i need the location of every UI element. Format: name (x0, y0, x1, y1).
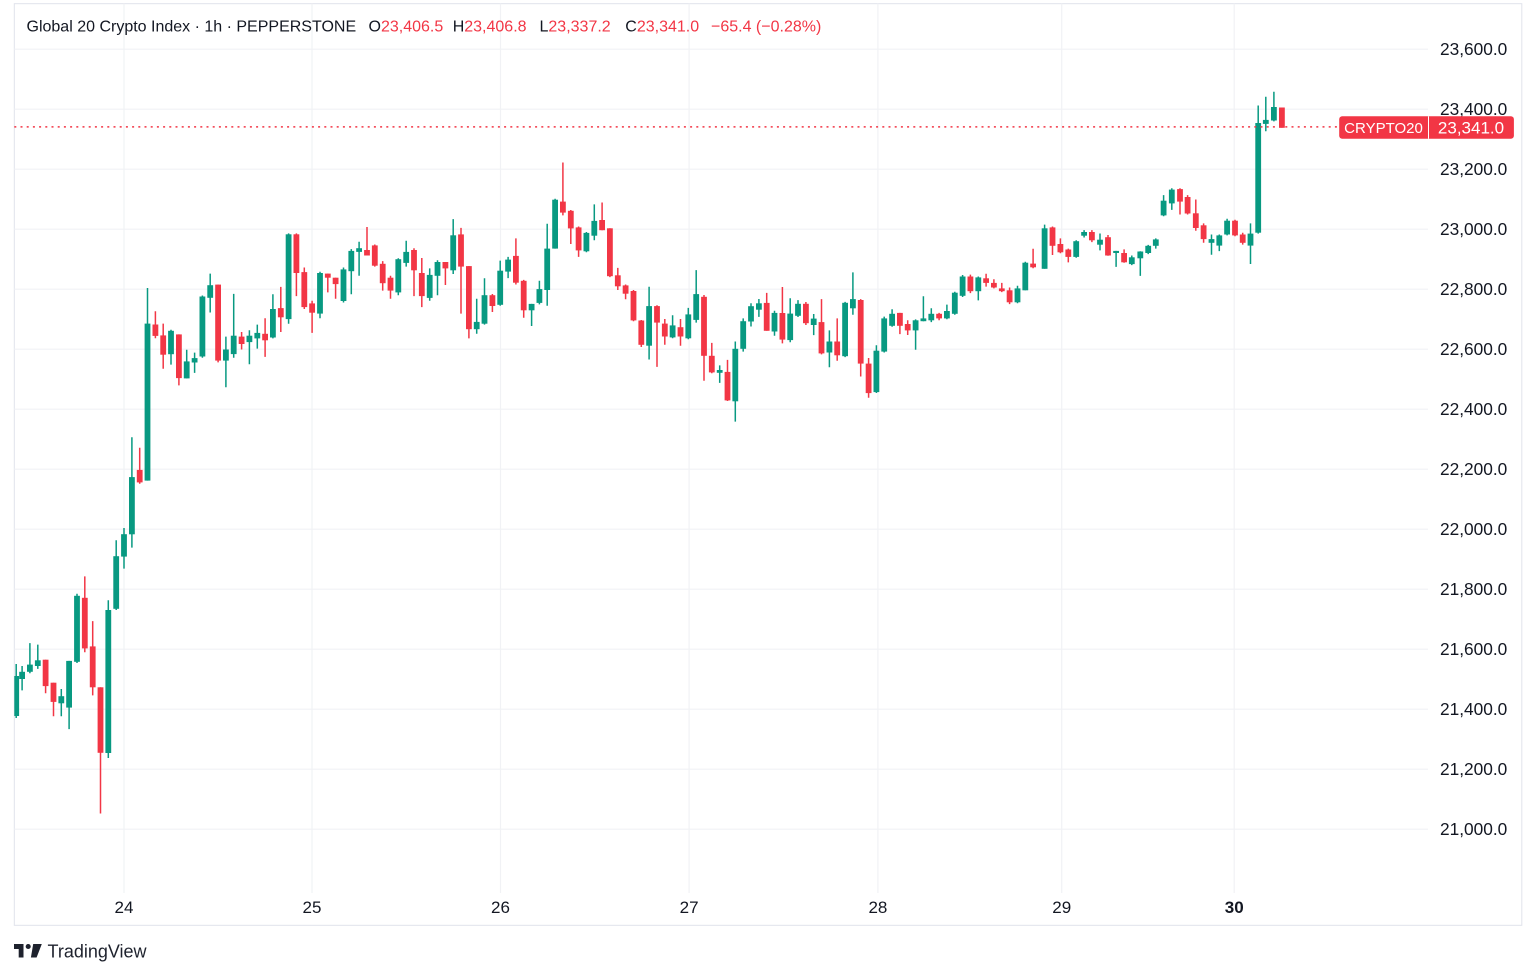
svg-text:23,200.0: 23,200.0 (1440, 159, 1507, 179)
svg-text:23,000.0: 23,000.0 (1440, 219, 1507, 239)
svg-text:29: 29 (1052, 898, 1071, 917)
svg-text:CRYPTO20: CRYPTO20 (1344, 120, 1423, 137)
svg-text:22,800.0: 22,800.0 (1440, 279, 1507, 299)
svg-text:TradingView: TradingView (48, 941, 148, 961)
svg-text:22,400.0: 22,400.0 (1440, 399, 1507, 419)
svg-text:28: 28 (868, 898, 887, 917)
svg-text:23,400.0: 23,400.0 (1440, 99, 1507, 119)
svg-text:26: 26 (491, 898, 510, 917)
svg-text:22,600.0: 22,600.0 (1440, 339, 1507, 359)
svg-text:21,800.0: 21,800.0 (1440, 579, 1507, 599)
svg-text:23,600.0: 23,600.0 (1440, 39, 1507, 59)
svg-text:21,600.0: 21,600.0 (1440, 639, 1507, 659)
svg-text:21,200.0: 21,200.0 (1440, 759, 1507, 779)
svg-text:22,200.0: 22,200.0 (1440, 459, 1507, 479)
svg-text:25: 25 (303, 898, 322, 917)
svg-text:21,000.0: 21,000.0 (1440, 819, 1507, 839)
svg-text:23,341.0: 23,341.0 (1438, 119, 1504, 138)
svg-text:22,000.0: 22,000.0 (1440, 519, 1507, 539)
svg-text:27: 27 (680, 898, 699, 917)
svg-text:21,400.0: 21,400.0 (1440, 699, 1507, 719)
svg-text:24: 24 (115, 898, 134, 917)
svg-text:30: 30 (1225, 898, 1244, 917)
